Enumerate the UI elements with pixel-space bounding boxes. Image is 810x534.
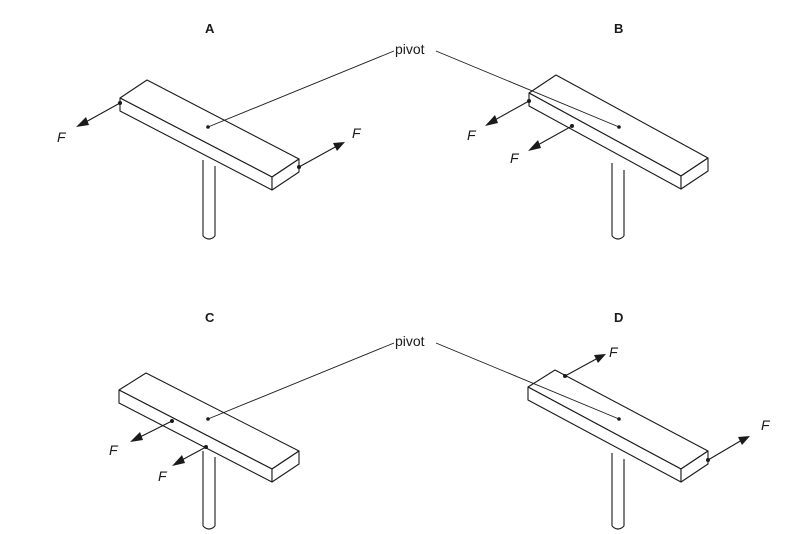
panel-c: C F F [109, 310, 300, 530]
pivot-leader-a [207, 50, 395, 128]
pivot-leader-b [435, 50, 620, 128]
panel-d-beam [527, 369, 709, 483]
panel-a-force-left-label: F [57, 129, 67, 145]
panel-c-force-lower [172, 445, 208, 466]
panel-b-beam [528, 74, 709, 190]
panel-c-beam [118, 372, 300, 483]
panel-a: A F F [57, 21, 362, 240]
panel-d-post [611, 453, 625, 530]
panel-c-force-upper [130, 419, 174, 442]
panel-c-post [202, 451, 216, 530]
panel-b-force-lower [528, 124, 574, 151]
panel-a-label: A [205, 21, 215, 36]
panel-d-force-top [563, 354, 606, 378]
panel-b: B F F [467, 21, 709, 240]
panel-a-force-right [297, 142, 345, 169]
panel-b-force-upper [485, 99, 531, 126]
pivot-callout-bottom: pivot [207, 333, 620, 420]
panel-d-force-right [706, 436, 750, 462]
panel-b-force-upper-label: F [467, 127, 477, 143]
panel-a-post [202, 160, 216, 240]
panel-d-force-right-label: F [761, 417, 771, 433]
panel-d: D F F [527, 310, 771, 530]
panel-d-label: D [614, 310, 623, 325]
pivot-label-bottom: pivot [395, 333, 425, 349]
panel-c-force-upper-label: F [109, 442, 119, 458]
panel-c-force-lower-label: F [158, 468, 168, 484]
panel-b-post [611, 163, 625, 240]
pivot-label-top: pivot [395, 41, 425, 57]
panel-a-force-right-label: F [352, 125, 362, 141]
panel-a-force-left [76, 101, 122, 127]
pivot-leader-d [435, 342, 620, 420]
pivot-leader-c [207, 342, 395, 420]
panel-b-label: B [614, 21, 623, 36]
panel-c-label: C [205, 310, 215, 325]
panel-a-beam [119, 79, 300, 191]
pivot-callout-top: pivot [207, 41, 620, 128]
panel-b-force-lower-label: F [510, 150, 520, 166]
panel-d-force-top-label: F [609, 344, 619, 360]
